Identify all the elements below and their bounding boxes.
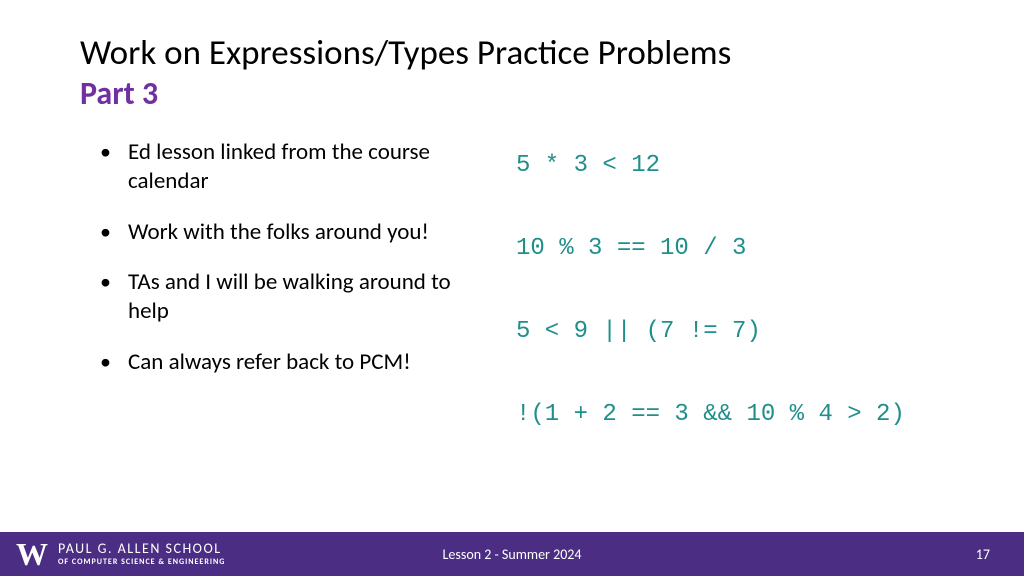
slide: Work on Expressions/Types Practice Probl…	[0, 0, 1024, 576]
slide-subtitle: Part 3	[80, 74, 158, 113]
footer-bar: W PAUL G. ALLEN SCHOOL OF COMPUTER SCIEN…	[0, 532, 1024, 576]
school-name-top: PAUL G. ALLEN SCHOOL	[58, 542, 225, 556]
bullet-item: TAs and I will be walking around to help	[100, 268, 480, 326]
code-expression: 5 * 3 < 12	[516, 152, 905, 179]
footer-logo: W PAUL G. ALLEN SCHOOL OF COMPUTER SCIEN…	[16, 538, 225, 570]
school-name-bottom: OF COMPUTER SCIENCE & ENGINEERING	[58, 558, 225, 566]
footer-page-number: 17	[976, 546, 990, 563]
code-expression: 10 % 3 == 10 / 3	[516, 235, 905, 262]
code-column: 5 * 3 < 12 10 % 3 == 10 / 3 5 < 9 || (7 …	[516, 152, 905, 484]
bullet-item: Can always refer back to PCM!	[100, 348, 480, 377]
slide-title: Work on Expressions/Types Practice Probl…	[80, 32, 731, 74]
uw-w-mark: W	[16, 538, 48, 570]
bullet-item: Work with the folks around you!	[100, 218, 480, 247]
school-name: PAUL G. ALLEN SCHOOL OF COMPUTER SCIENCE…	[58, 542, 225, 566]
footer-lesson-label: Lesson 2 - Summer 2024	[443, 546, 582, 563]
code-expression: !(1 + 2 == 3 && 10 % 4 > 2)	[516, 401, 905, 428]
bullet-list: Ed lesson linked from the course calenda…	[100, 138, 480, 399]
code-expression: 5 < 9 || (7 != 7)	[516, 318, 905, 345]
bullet-item: Ed lesson linked from the course calenda…	[100, 138, 480, 196]
